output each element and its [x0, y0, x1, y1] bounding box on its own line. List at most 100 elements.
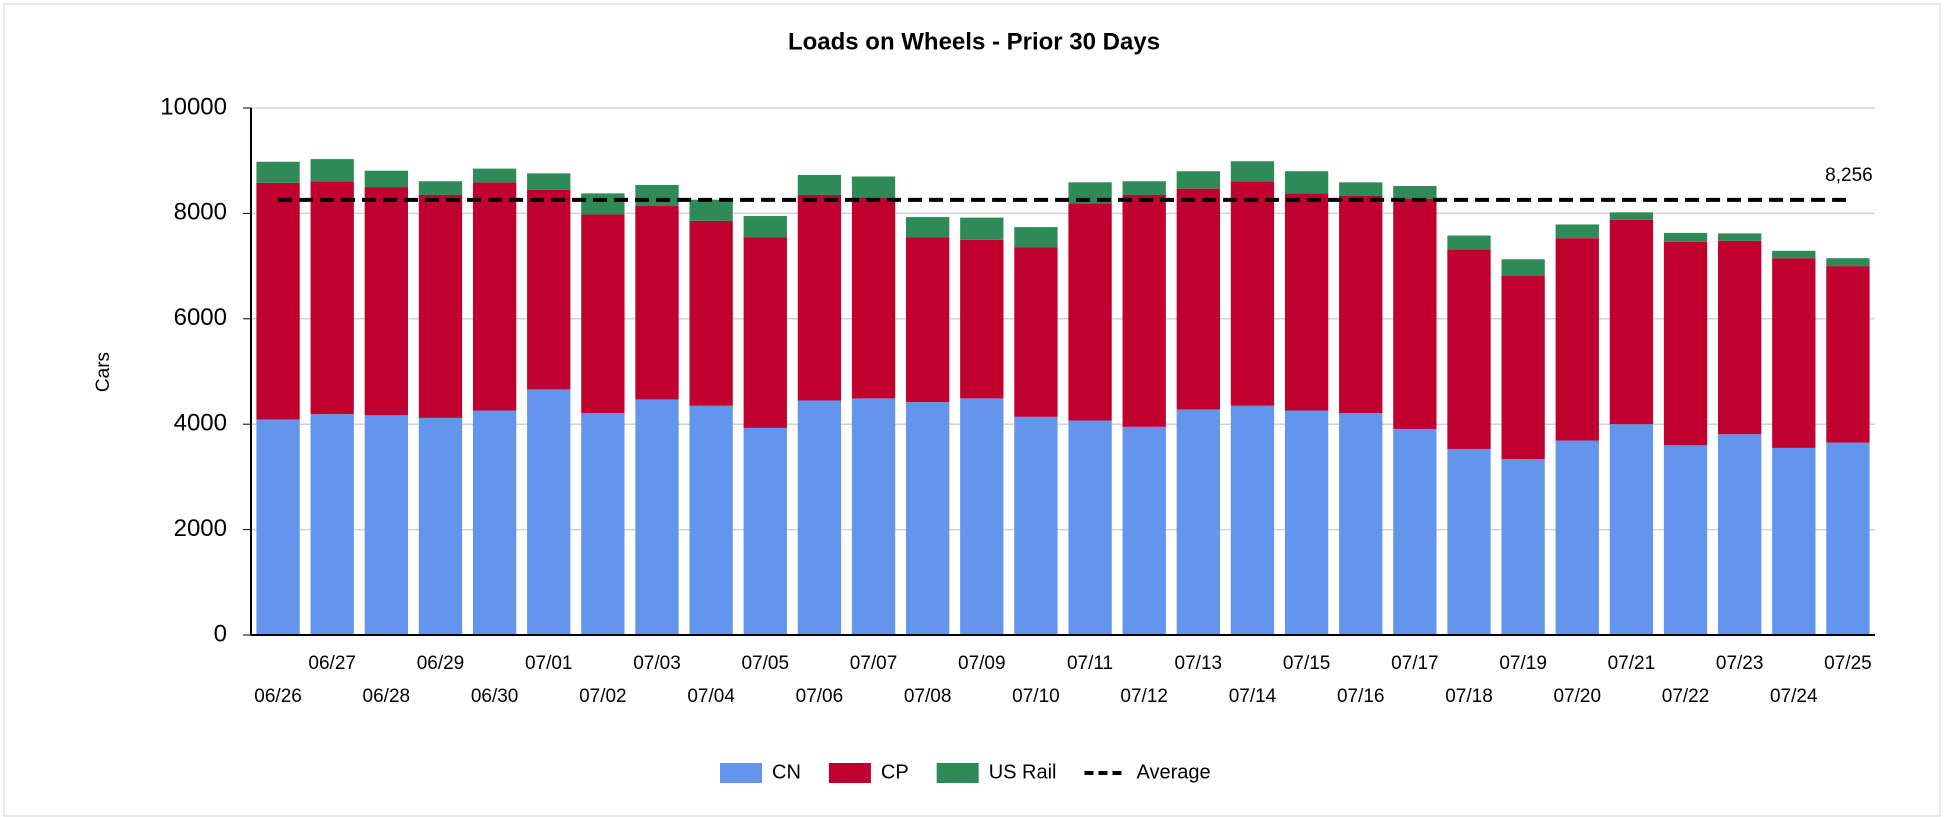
bar-segment — [1718, 240, 1762, 435]
bar-segment — [1609, 219, 1654, 425]
bar-segment — [1339, 182, 1383, 197]
bar-segment — [1555, 224, 1599, 239]
x-tick-label: 07/14 — [1229, 686, 1277, 707]
x-tick-label: 07/21 — [1608, 653, 1656, 674]
bar-segment — [1068, 203, 1112, 421]
x-tick-label: 07/18 — [1445, 686, 1493, 707]
bar-segment — [1447, 448, 1491, 635]
x-tick-label: 07/22 — [1662, 686, 1710, 707]
bar-segment — [743, 216, 787, 238]
bar-segment — [1772, 447, 1816, 635]
bar-segment — [310, 181, 354, 415]
x-tick-label: 07/16 — [1337, 686, 1385, 707]
y-tick-label: 10000 — [160, 93, 227, 120]
bar-segment — [364, 187, 408, 416]
bar-segment — [364, 415, 408, 635]
x-tick-label: 07/11 — [1067, 653, 1113, 674]
y-tick-label: 2000 — [174, 515, 227, 542]
bar-segment — [1339, 196, 1383, 414]
x-tick-label: 07/12 — [1120, 686, 1168, 707]
x-tick-label: 07/17 — [1391, 653, 1439, 674]
x-tick-label: 07/02 — [579, 686, 627, 707]
bar-segment — [1176, 409, 1220, 635]
bar-segment — [1068, 420, 1112, 635]
bar-segment — [906, 217, 950, 238]
x-tick-label: 07/15 — [1283, 653, 1331, 674]
bar-segment — [1122, 194, 1166, 427]
bar-segment — [1447, 235, 1491, 250]
bar-segment — [1772, 258, 1816, 448]
bar-segment — [1284, 171, 1329, 194]
bar-segment — [689, 405, 733, 635]
bar-segment — [1284, 193, 1329, 411]
bar-segment — [1393, 198, 1437, 429]
bar-segment — [960, 239, 1004, 399]
bar-segment — [1555, 238, 1599, 441]
x-tick-label: 07/06 — [796, 686, 844, 707]
y-tick-label: 4000 — [174, 410, 227, 437]
y-tick-label: 0 — [214, 620, 227, 647]
x-tick-label: 07/05 — [741, 653, 789, 674]
bar-segment — [310, 414, 354, 635]
x-tick-label: 07/23 — [1716, 653, 1764, 674]
bar-segment — [851, 176, 896, 198]
x-tick-label: 07/25 — [1824, 653, 1872, 674]
legend-label: CN — [772, 761, 801, 783]
bar-segment — [1122, 426, 1166, 635]
bar-segment — [1230, 181, 1275, 406]
x-tick-label: 07/24 — [1770, 686, 1818, 707]
bar-segment — [364, 170, 408, 188]
bar-segment — [1663, 232, 1708, 242]
bar-segment — [797, 194, 842, 401]
bar-segment — [527, 389, 571, 635]
bar-segment — [581, 214, 625, 414]
legend-label: US Rail — [989, 761, 1057, 783]
bar-segment — [418, 417, 463, 635]
x-tick-label: 06/29 — [417, 653, 465, 674]
bar-segment — [635, 399, 679, 635]
bar-segment — [743, 427, 787, 635]
average-label: 8,256 — [1825, 165, 1873, 186]
bar-segment — [906, 402, 950, 635]
bar-segment — [1501, 275, 1545, 459]
bar-segment — [1176, 171, 1220, 189]
bar-segment — [1014, 247, 1058, 417]
y-tick-label: 6000 — [174, 304, 227, 331]
bar-segment — [689, 199, 733, 221]
x-tick-label: 06/30 — [471, 686, 519, 707]
x-tick-label: 07/20 — [1553, 686, 1601, 707]
x-tick-label: 07/04 — [687, 686, 735, 707]
x-tick-label: 07/09 — [958, 653, 1006, 674]
bar-segment — [581, 413, 625, 635]
bar-segment — [1014, 227, 1058, 248]
bar-segment — [1176, 188, 1220, 410]
bar-segment — [1230, 405, 1275, 635]
bar-segment — [1718, 434, 1762, 635]
bar-segment — [1663, 445, 1708, 635]
bar-segment — [635, 206, 679, 400]
bar-segment — [1230, 161, 1275, 182]
bar-segment — [743, 237, 787, 428]
bar-segment — [906, 237, 950, 403]
bar-segment — [418, 194, 463, 418]
x-tick-label: 07/03 — [633, 653, 681, 674]
x-tick-label: 06/26 — [254, 686, 302, 707]
legend-label: CP — [881, 761, 909, 783]
chart-title: Loads on Wheels - Prior 30 Days — [788, 28, 1160, 55]
bar-segment — [1393, 185, 1437, 199]
bar-segment — [797, 174, 842, 195]
bar-segment — [1718, 233, 1762, 241]
bar-segment — [1014, 416, 1058, 635]
bar-segment — [1501, 458, 1545, 635]
bar-segment — [960, 398, 1004, 635]
bar-segment — [689, 220, 733, 406]
bar-segment — [1447, 249, 1491, 449]
legend-swatch — [936, 763, 979, 783]
x-tick-label: 07/07 — [850, 653, 898, 674]
bar-segment — [1609, 424, 1654, 635]
y-tick-label: 8000 — [174, 199, 227, 226]
x-tick-label: 07/19 — [1499, 653, 1547, 674]
x-tick-label: 06/27 — [308, 653, 356, 674]
x-tick-label: 07/08 — [904, 686, 952, 707]
